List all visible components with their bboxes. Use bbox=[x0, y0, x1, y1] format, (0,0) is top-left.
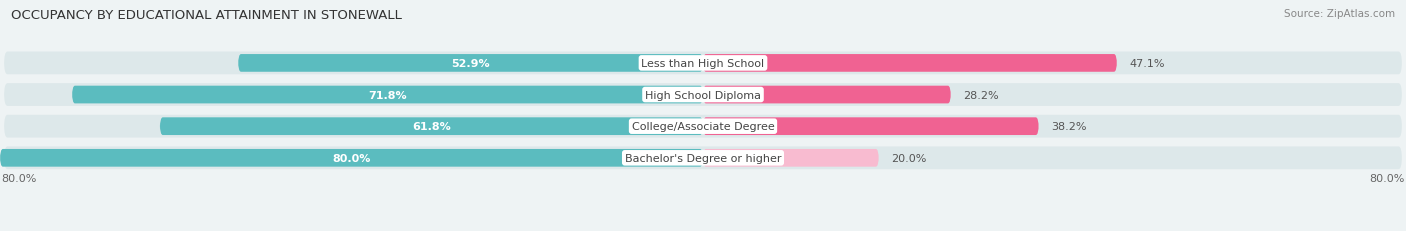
FancyBboxPatch shape bbox=[703, 149, 879, 167]
Text: 80.0%: 80.0% bbox=[1369, 174, 1405, 184]
FancyBboxPatch shape bbox=[4, 52, 1402, 75]
FancyBboxPatch shape bbox=[703, 55, 1116, 73]
Text: 28.2%: 28.2% bbox=[963, 90, 998, 100]
Text: Less than High School: Less than High School bbox=[641, 59, 765, 69]
Text: 47.1%: 47.1% bbox=[1129, 59, 1164, 69]
Text: College/Associate Degree: College/Associate Degree bbox=[631, 122, 775, 132]
FancyBboxPatch shape bbox=[703, 118, 1039, 135]
Text: 61.8%: 61.8% bbox=[412, 122, 451, 132]
FancyBboxPatch shape bbox=[4, 147, 1402, 170]
FancyBboxPatch shape bbox=[72, 86, 703, 104]
Text: 71.8%: 71.8% bbox=[368, 90, 406, 100]
Text: OCCUPANCY BY EDUCATIONAL ATTAINMENT IN STONEWALL: OCCUPANCY BY EDUCATIONAL ATTAINMENT IN S… bbox=[11, 9, 402, 22]
Text: High School Diploma: High School Diploma bbox=[645, 90, 761, 100]
Text: Bachelor's Degree or higher: Bachelor's Degree or higher bbox=[624, 153, 782, 163]
Text: 80.0%: 80.0% bbox=[332, 153, 371, 163]
FancyBboxPatch shape bbox=[4, 115, 1402, 138]
FancyBboxPatch shape bbox=[4, 84, 1402, 106]
Text: 52.9%: 52.9% bbox=[451, 59, 489, 69]
Text: Source: ZipAtlas.com: Source: ZipAtlas.com bbox=[1284, 9, 1395, 19]
FancyBboxPatch shape bbox=[703, 86, 950, 104]
FancyBboxPatch shape bbox=[160, 118, 703, 135]
FancyBboxPatch shape bbox=[0, 149, 703, 167]
Text: 80.0%: 80.0% bbox=[1, 174, 37, 184]
Text: 20.0%: 20.0% bbox=[891, 153, 927, 163]
Text: 38.2%: 38.2% bbox=[1052, 122, 1087, 132]
FancyBboxPatch shape bbox=[238, 55, 703, 73]
